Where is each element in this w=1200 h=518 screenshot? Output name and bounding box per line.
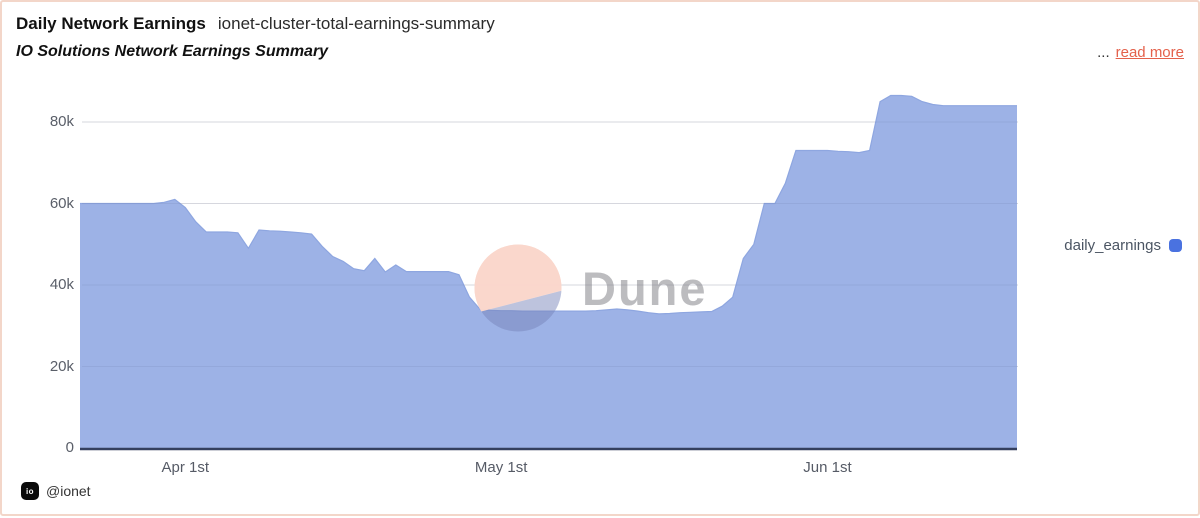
author-row: io @ionet — [21, 482, 91, 500]
y-axis-tick-80k: 80k — [49, 113, 74, 130]
series-line — [80, 94, 1017, 315]
x-axis-tick-apr-1st: Apr 1st — [161, 459, 210, 476]
read-more-row: ... read more — [1097, 44, 1184, 61]
legend-label: daily_earnings — [1064, 237, 1161, 254]
chart-subtitle: IO Solutions Network Earnings Summary — [16, 43, 329, 60]
query-slug: ionet-cluster-total-earnings-summary — [217, 14, 495, 33]
legend-item-daily-earnings[interactable]: daily_earnings — [1064, 237, 1182, 254]
page-title: Daily Network Earnings — [16, 14, 206, 33]
ellipsis-icon: ... — [1097, 44, 1110, 61]
x-axis-tick-jun-1st: Jun 1st — [803, 459, 852, 476]
dune-watermark-text: Dune — [582, 262, 708, 315]
area-series-daily-earnings[interactable] — [80, 95, 1017, 449]
read-more-link[interactable]: read more — [1115, 44, 1184, 61]
y-axis-tick-0: 0 — [65, 439, 74, 456]
header: Daily Network Earnings ionet-cluster-tota… — [16, 14, 495, 34]
legend-swatch-icon — [1169, 239, 1182, 252]
y-axis-tick-60k: 60k — [49, 194, 74, 212]
y-axis-tick-40k: 40k — [49, 276, 74, 293]
ionet-logo-icon: io — [21, 482, 39, 500]
author-handle[interactable]: @ionet — [46, 483, 91, 499]
y-axis-tick-20k: 20k — [49, 357, 74, 375]
x-axis-tick-may-1st: May 1st — [474, 459, 528, 476]
